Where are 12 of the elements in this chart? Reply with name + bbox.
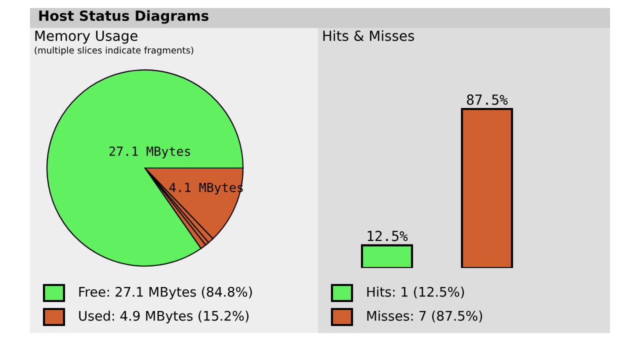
text: Host Status Diagrams [39, 10, 208, 24]
data-label: 12.5% [368, 230, 408, 242]
legend-label: Free: 27.1 MBytes (84.8%) [79, 286, 252, 300]
pie-slice [46, 69, 244, 267]
data-label: 27.1 MBytes [109, 146, 190, 158]
chart-title: Hits & Misses [323, 30, 414, 42]
legend-label: Hits: 1 (12.5%) [367, 286, 464, 298]
data-label: 87.5% [466, 94, 508, 105]
legend-label: Used: 4.9 MBytes (15.2%) [79, 310, 249, 324]
chart-title: Memory Usage [35, 30, 138, 44]
chart-subtitle: (multiple slices indicate fragments) [34, 46, 194, 56]
legend-label: Misses: 7 (87.5%) [367, 310, 482, 322]
